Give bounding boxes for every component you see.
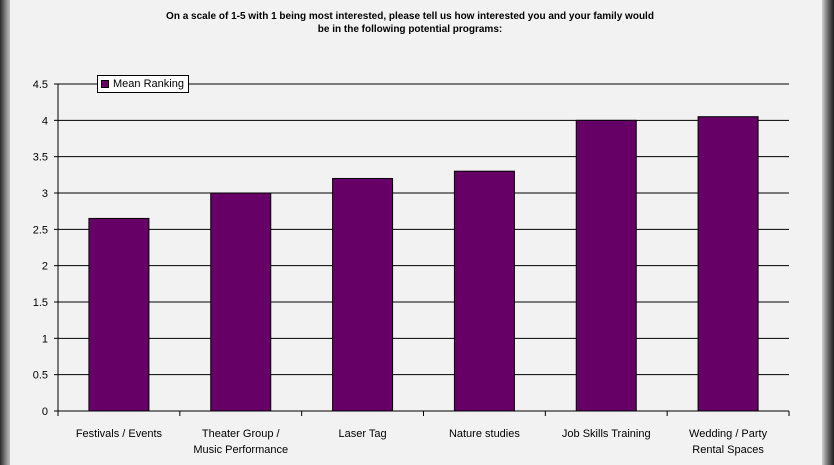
y-tick-label: 3 — [42, 188, 48, 200]
x-tick-label: Job Skills Training — [562, 428, 651, 440]
x-tick-label: Music Performance — [193, 444, 288, 456]
x-tick-label: Wedding / Party — [689, 428, 768, 440]
x-tick-label: Rental Spaces — [692, 444, 764, 456]
x-tick-label: Festivals / Events — [76, 428, 163, 440]
y-tick-label: 0.5 — [33, 370, 48, 382]
legend-swatch — [101, 80, 109, 88]
y-tick-label: 4 — [42, 115, 48, 127]
y-tick-label: 4.5 — [33, 79, 48, 91]
bar — [210, 192, 272, 412]
y-tick-label: 0 — [42, 406, 48, 418]
bar — [453, 170, 515, 412]
chart-title: On a scale of 1-5 with 1 being most inte… — [60, 10, 760, 36]
y-tick-label: 2 — [42, 261, 48, 273]
bar — [697, 116, 759, 412]
y-tick-label: 1.5 — [33, 297, 48, 309]
bar — [575, 119, 637, 412]
chart-legend: Mean Ranking — [97, 75, 189, 93]
chart-title-line-2: be in the following potential programs: — [317, 24, 503, 35]
y-tick-label: 2.5 — [33, 224, 48, 236]
plot-area — [58, 84, 789, 411]
y-tick-label: 3.5 — [33, 152, 48, 164]
y-tick-label: 1 — [42, 333, 48, 345]
x-tick-label: Theater Group / — [202, 428, 281, 440]
chart-title-line-1: On a scale of 1-5 with 1 being most inte… — [166, 11, 654, 22]
x-tick-label: Laser Tag — [339, 428, 387, 440]
bar — [332, 177, 394, 412]
x-tick-label: Nature studies — [449, 428, 520, 440]
legend-label: Mean Ranking — [113, 78, 184, 90]
bar — [88, 217, 150, 412]
